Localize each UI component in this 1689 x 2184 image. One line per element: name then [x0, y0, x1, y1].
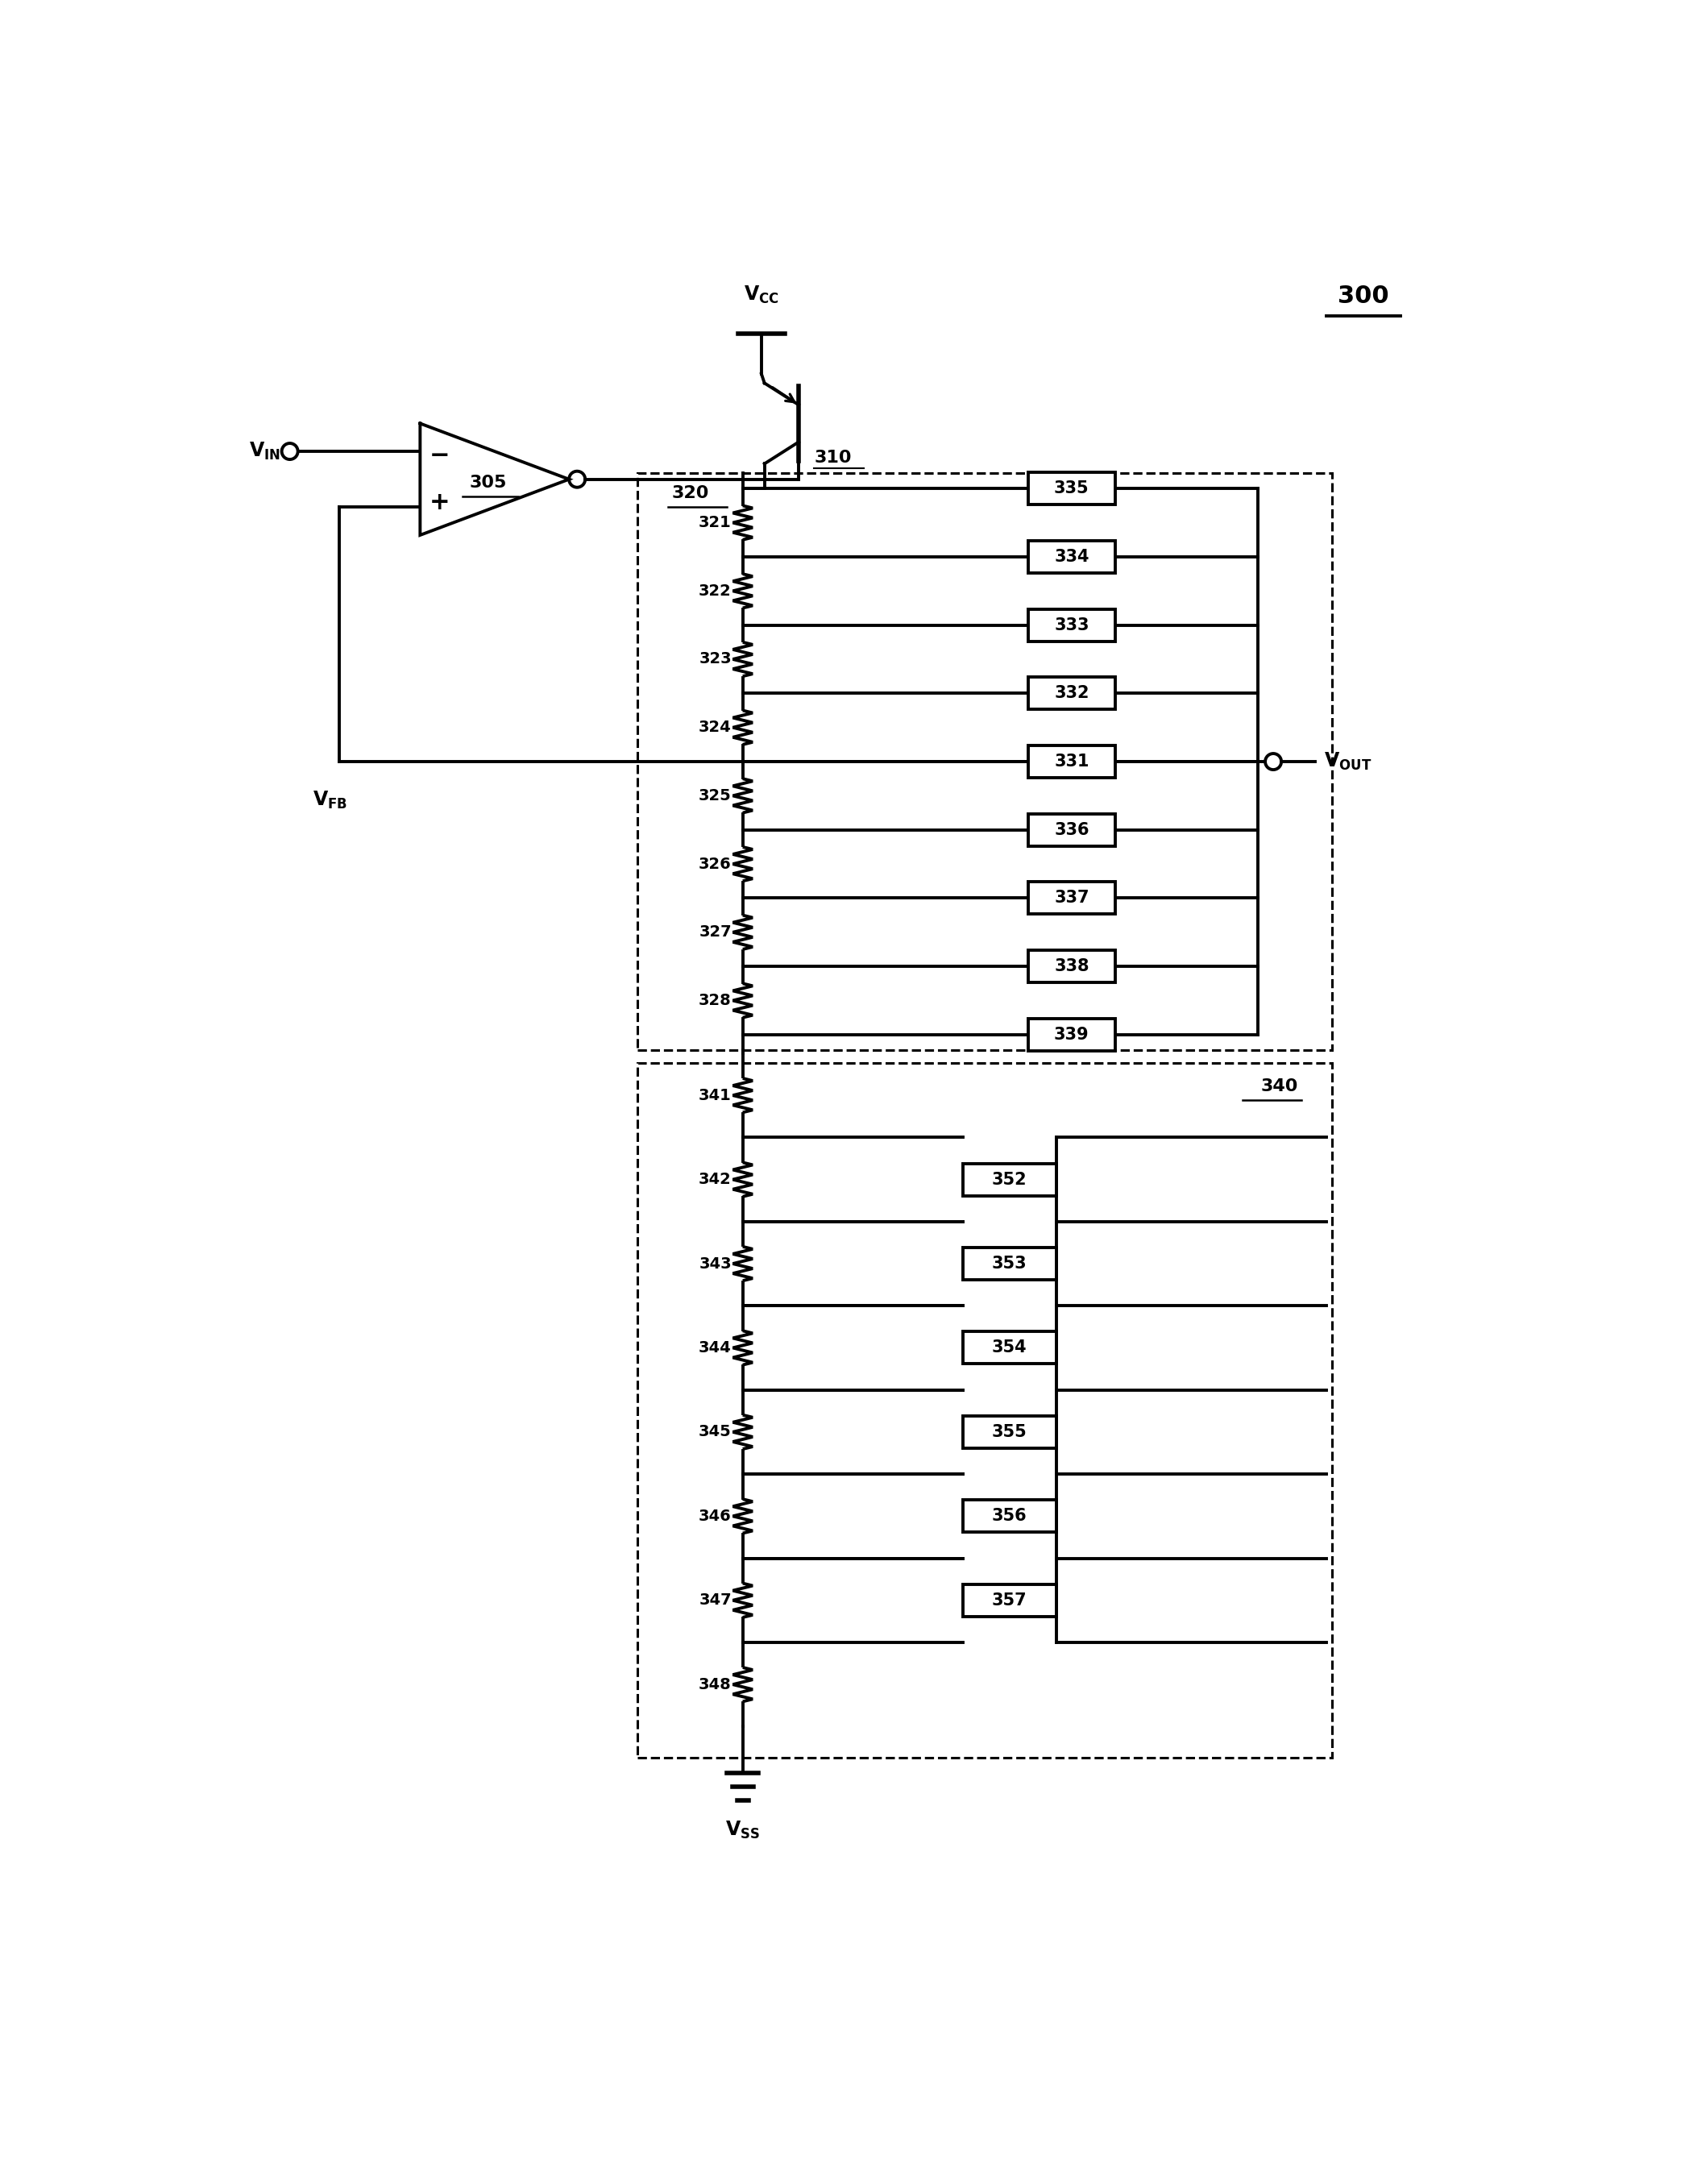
Text: $\mathbf{V_{CC}}$: $\mathbf{V_{CC}}$: [743, 284, 779, 306]
Text: 328: 328: [699, 994, 731, 1009]
Text: −: −: [429, 443, 451, 467]
Text: 336: 336: [1054, 821, 1089, 839]
Bar: [1029, 815, 1115, 845]
Text: 355: 355: [991, 1424, 1027, 1439]
Text: 354: 354: [991, 1339, 1027, 1356]
Text: 325: 325: [699, 788, 731, 804]
Text: 331: 331: [1054, 753, 1089, 769]
Text: 347: 347: [699, 1592, 731, 1607]
Text: 310: 310: [814, 450, 851, 465]
Text: 353: 353: [991, 1256, 1027, 1271]
Text: +: +: [429, 491, 451, 515]
Text: 327: 327: [699, 924, 731, 939]
Bar: [1029, 472, 1115, 505]
Text: $\mathbf{V_{FB}}$: $\mathbf{V_{FB}}$: [312, 791, 348, 810]
Bar: [1029, 745, 1115, 778]
Text: 341: 341: [699, 1088, 731, 1103]
Bar: [1029, 1018, 1115, 1051]
Text: 345: 345: [699, 1424, 731, 1439]
Text: 357: 357: [991, 1592, 1027, 1607]
Bar: [637, 1064, 1333, 1758]
Bar: [1029, 677, 1115, 710]
Bar: [963, 1332, 1056, 1365]
Text: 333: 333: [1054, 618, 1089, 633]
Text: 300: 300: [1338, 284, 1388, 308]
Bar: [963, 1415, 1056, 1448]
Text: 356: 356: [991, 1509, 1027, 1524]
Text: $\mathbf{V_{OUT}}$: $\mathbf{V_{OUT}}$: [1324, 751, 1371, 773]
Bar: [963, 1500, 1056, 1533]
Text: 322: 322: [699, 583, 731, 598]
Bar: [963, 1247, 1056, 1280]
Bar: [963, 1583, 1056, 1616]
Bar: [1029, 950, 1115, 983]
Text: 352: 352: [991, 1171, 1027, 1188]
Text: 321: 321: [699, 515, 731, 531]
Text: 338: 338: [1054, 959, 1089, 974]
Text: 342: 342: [699, 1173, 731, 1188]
Bar: [1029, 882, 1115, 915]
Bar: [1029, 609, 1115, 642]
Text: 339: 339: [1054, 1026, 1089, 1042]
Text: 343: 343: [699, 1256, 731, 1271]
Text: 335: 335: [1054, 480, 1089, 496]
Text: 348: 348: [699, 1677, 731, 1693]
Text: 320: 320: [672, 485, 709, 500]
Text: 346: 346: [699, 1509, 731, 1524]
Text: 305: 305: [470, 474, 507, 491]
Text: $\mathbf{V_{IN}}$: $\mathbf{V_{IN}}$: [248, 441, 280, 461]
Text: 323: 323: [699, 651, 731, 666]
Text: $\mathbf{V_{SS}}$: $\mathbf{V_{SS}}$: [725, 1819, 760, 1841]
Bar: [963, 1164, 1056, 1195]
Text: 337: 337: [1054, 891, 1089, 906]
Text: 332: 332: [1054, 686, 1089, 701]
Text: 340: 340: [1260, 1079, 1299, 1094]
Text: 326: 326: [699, 856, 731, 871]
Bar: [1029, 542, 1115, 572]
Text: 334: 334: [1054, 548, 1089, 566]
Text: 344: 344: [699, 1341, 731, 1356]
Bar: [637, 474, 1333, 1051]
Text: 324: 324: [699, 721, 731, 736]
